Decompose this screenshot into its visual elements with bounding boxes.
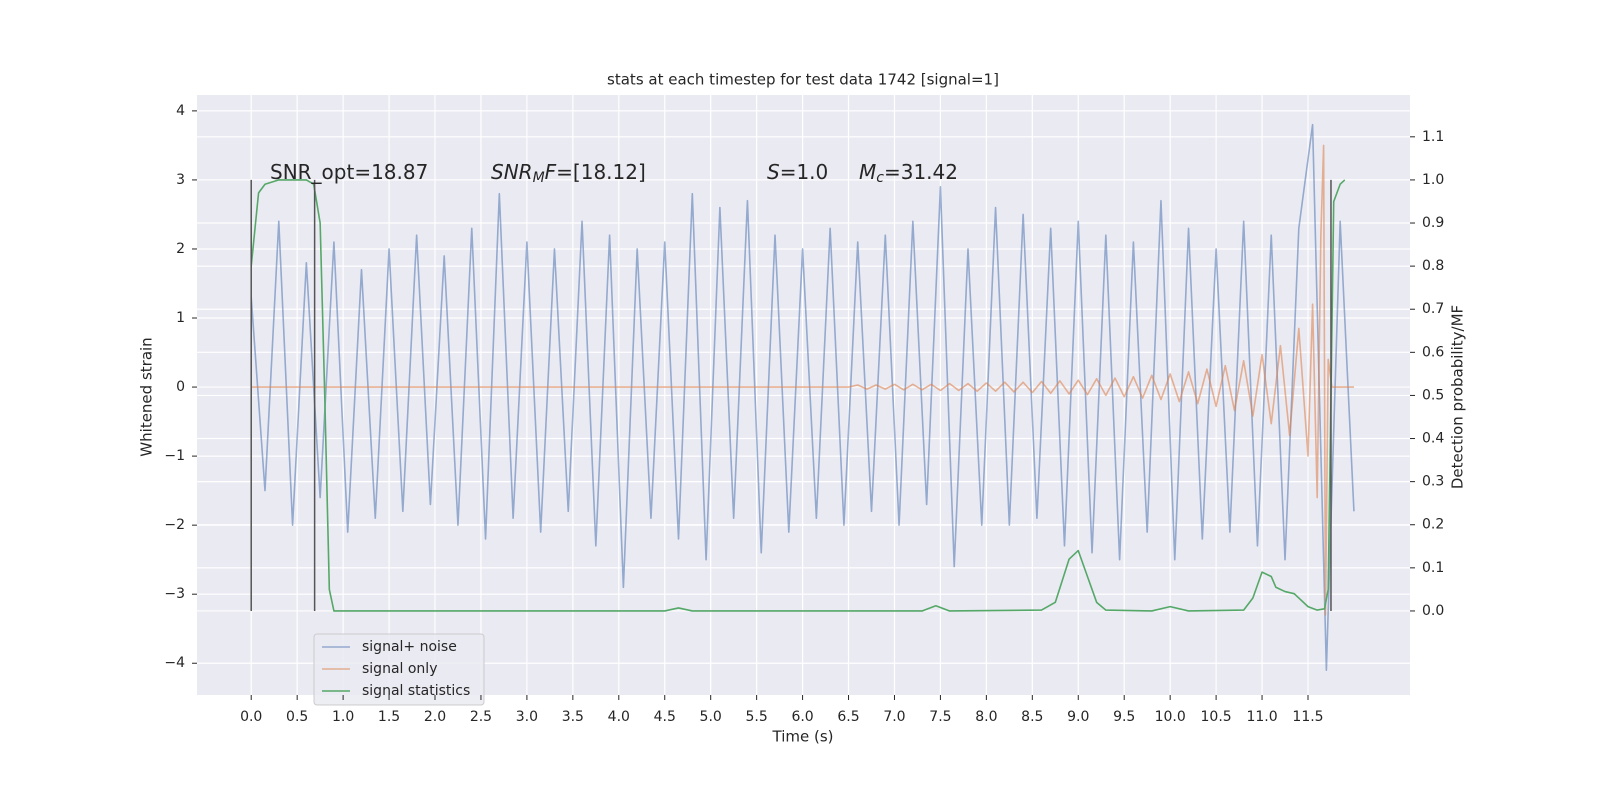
x-tick-label: 8.5 [1021,709,1043,725]
annotation-text: F [545,160,557,184]
annotation-subscript: c [876,170,884,186]
x-tick-label: 6.0 [791,709,813,725]
x-tick-label: 11.0 [1246,709,1277,725]
x-tick-label: 0.0 [240,709,262,725]
x-tick-label: 5.0 [700,709,722,725]
y-tick-label: 3 [176,172,185,188]
legend-label: signal statistics [362,683,470,699]
annotation: Mc=31.42 [859,160,958,187]
x-tick-label: 3.5 [562,709,584,725]
annotation-text: M [859,160,876,184]
annotation-text: S [767,160,780,184]
y2-tick-label: 0.3 [1422,474,1444,490]
x-tick-label: 2.0 [424,709,446,725]
x-tick-label: 5.5 [746,709,768,725]
x-tick-label: 4.0 [608,709,630,725]
y-tick-label: −3 [164,586,185,602]
x-tick-label: 6.5 [837,709,859,725]
annotation: SNRMF=[18.12] [491,160,646,187]
x-tick-label: 3.0 [516,709,538,725]
x-tick-label: 9.0 [1067,709,1089,725]
x-tick-label: 7.5 [929,709,951,725]
legend-label: signal only [362,661,437,677]
x-tick-label: 1.0 [332,709,354,725]
y2-tick-label: 0.7 [1422,301,1444,317]
y2-tick-label: 0.0 [1422,603,1444,619]
x-tick-label: 4.5 [654,709,676,725]
legend-box [313,633,485,706]
marks [250,123,1355,671]
y-tick-label: 0 [176,379,185,395]
y-tick-label: −4 [164,655,185,671]
y-tick-label: 1 [176,310,185,326]
y-axis-label: Whitened strain [138,337,156,456]
grid [197,95,1410,695]
y2-tick-label: 0.6 [1422,344,1444,360]
y2-axis-label: Detection probability/MF [1449,305,1467,489]
annotation-subscript: M [533,170,545,186]
x-tick-label: 10.0 [1155,709,1186,725]
annotation-text: SNR_opt=18.87 [270,160,428,184]
series-line [250,179,1346,612]
annotation-text: SNR [491,160,533,184]
x-axis-label: Time (s) [772,728,834,746]
annotation: S=1.0 [767,160,828,184]
x-tick-label: 8.0 [975,709,997,725]
annotation-text: =1.0 [780,160,829,184]
y2-tick-label: 0.4 [1422,431,1444,447]
chart-title: stats at each timestep for test data 174… [607,71,999,89]
x-tick-label: 10.5 [1201,709,1232,725]
annotation-text: =[18.12] [556,160,646,184]
annotation-text: =31.42 [884,160,958,184]
y2-tick-label: 0.1 [1422,560,1444,576]
series-line [251,144,1354,616]
x-tick-label: 9.5 [1113,709,1135,725]
legend: signal+ noise signal only signal statistic… [313,633,485,706]
y-tick-label: −1 [164,448,185,464]
legend-label: signal+ noise [362,639,457,655]
x-tick-label: 11.5 [1292,709,1323,725]
series-line [250,123,1355,671]
x-tick-label: 0.5 [286,709,308,725]
y-tick-label: 2 [176,241,185,257]
y-tick-label: 4 [176,103,185,119]
y2-tick-label: 0.9 [1422,215,1444,231]
y2-tick-label: 0.5 [1422,387,1444,403]
x-tick-label: 7.0 [883,709,905,725]
annotation: SNR_opt=18.87 [270,160,428,184]
x-tick-label: 1.5 [378,709,400,725]
x-tick-label: 2.5 [470,709,492,725]
y2-tick-label: 0.8 [1422,258,1444,274]
y2-tick-label: 0.2 [1422,517,1444,533]
y-tick-label: −2 [164,517,185,533]
y2-tick-label: 1.0 [1422,172,1444,188]
y2-tick-label: 1.1 [1422,129,1444,145]
